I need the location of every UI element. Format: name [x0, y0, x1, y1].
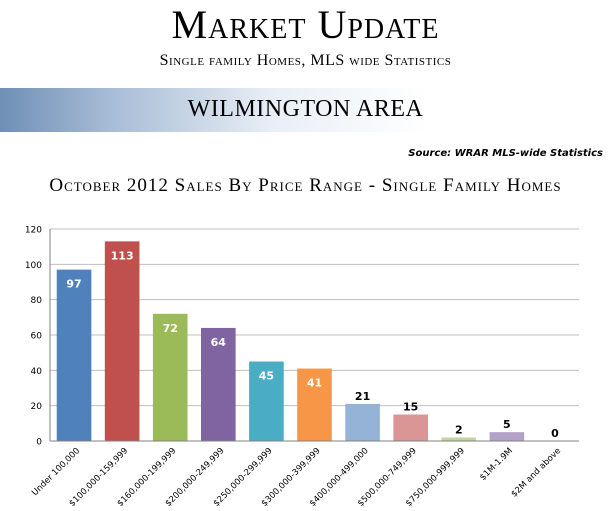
bar [345, 403, 380, 441]
data-label: 97 [66, 278, 81, 291]
bar [441, 437, 477, 441]
x-tick-label: $1M-1.9M [478, 446, 515, 483]
y-tick-label: 20 [31, 402, 43, 412]
data-label: 45 [259, 370, 274, 383]
y-tick-label: 40 [31, 367, 43, 377]
bar [297, 368, 332, 441]
page-title: Market Update [171, 2, 440, 47]
bar [249, 361, 284, 441]
bar [104, 241, 140, 441]
data-label: 72 [163, 322, 178, 335]
area-banner-title: WILMINGTON AREA [187, 96, 424, 122]
y-tick-label: 60 [31, 332, 43, 342]
data-label: 113 [111, 249, 134, 262]
page-subtitle: Single family Homes, MLS wide Statistics [159, 52, 452, 69]
data-label: 64 [211, 336, 227, 349]
bar [489, 432, 525, 441]
y-tick-label: 80 [31, 296, 43, 306]
bar [152, 313, 188, 441]
data-label: 15 [403, 401, 418, 414]
y-tick-label: 120 [25, 226, 42, 236]
x-tick-label: $2M and above [510, 446, 563, 499]
data-label: 41 [307, 377, 322, 390]
area-banner [0, 88, 611, 132]
data-label: 5 [503, 418, 511, 431]
bar [393, 414, 428, 441]
data-label: 21 [355, 390, 370, 403]
y-tick-label: 100 [25, 261, 42, 271]
chart-title: October 2012 Sales By Price Range - Sing… [49, 175, 562, 196]
data-label: 2 [455, 423, 463, 436]
source-note: Source: WRAR MLS-wide Statistics [408, 148, 603, 159]
y-tick-label: 0 [36, 438, 42, 448]
bar [201, 327, 236, 441]
bar [56, 269, 92, 441]
data-label: 0 [551, 427, 559, 440]
x-tick-label: Under 100,000 [30, 446, 82, 498]
